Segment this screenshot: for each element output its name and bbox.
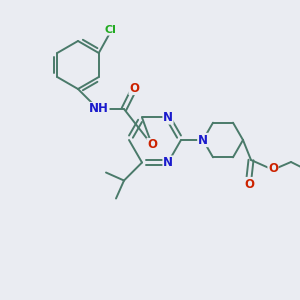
Text: O: O	[147, 139, 157, 152]
Text: O: O	[244, 178, 254, 190]
Text: O: O	[129, 82, 139, 94]
Text: NH: NH	[89, 103, 109, 116]
Text: O: O	[268, 161, 278, 175]
Text: N: N	[198, 134, 208, 146]
Text: N: N	[163, 111, 173, 124]
Text: N: N	[198, 134, 208, 146]
Text: N: N	[163, 156, 173, 169]
Text: Cl: Cl	[105, 25, 117, 35]
